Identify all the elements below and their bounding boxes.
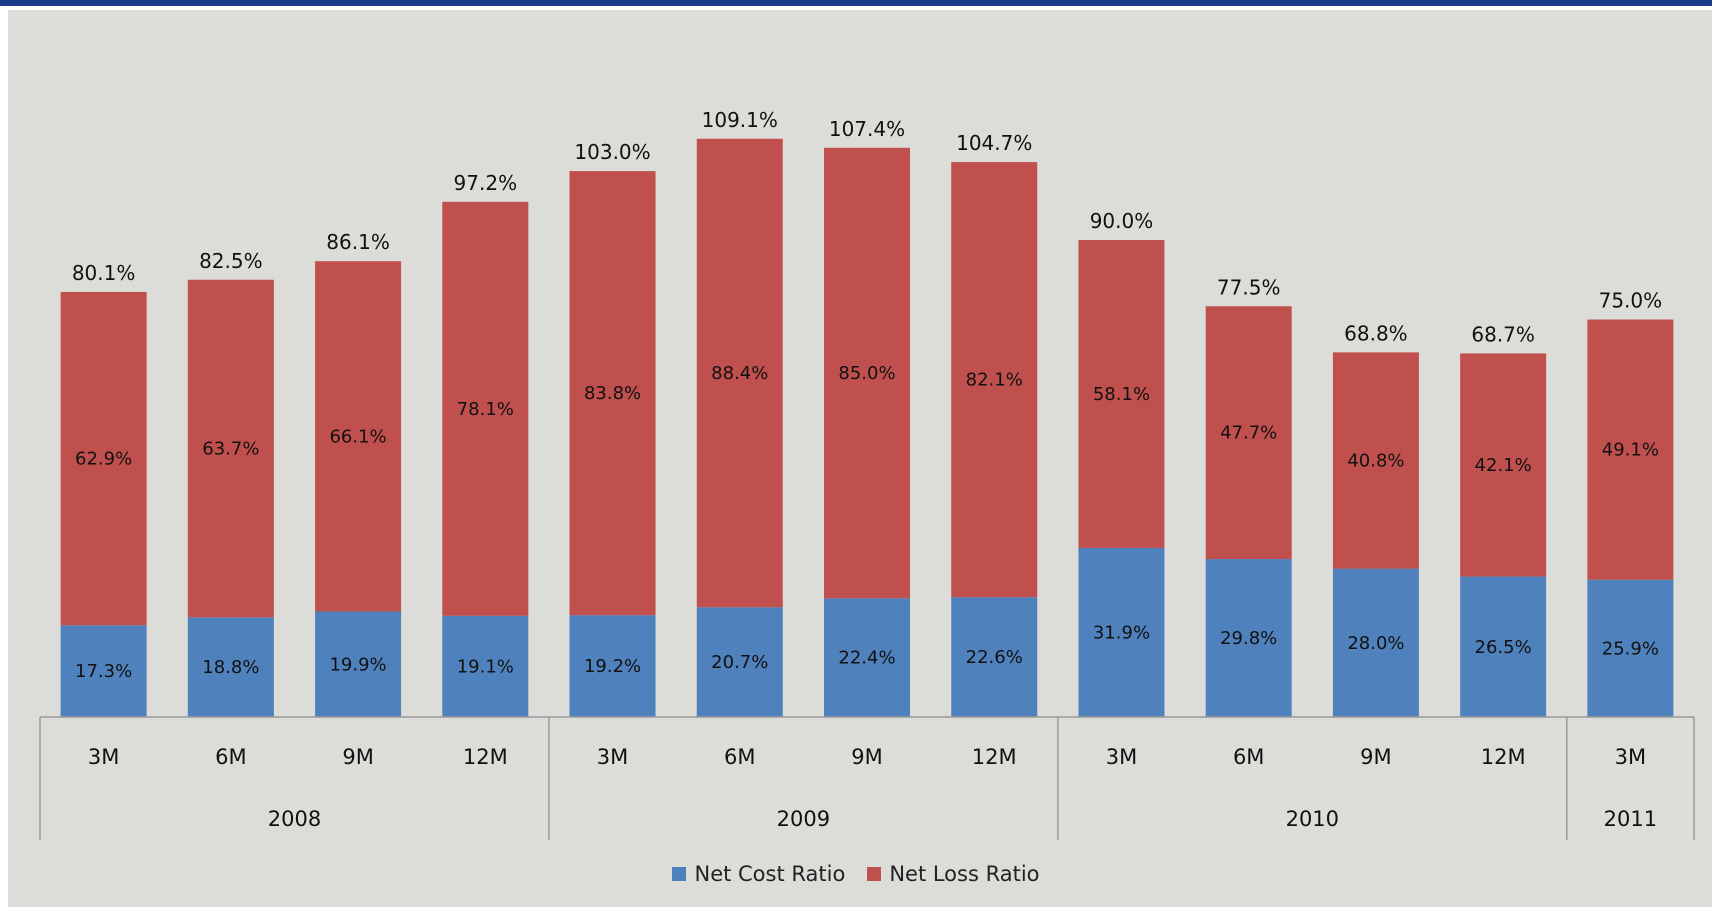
chart-legend: Net Cost Ratio Net Loss Ratio	[0, 862, 1712, 886]
x-tick-label: 6M	[1233, 745, 1264, 769]
x-group-label: 2011	[1604, 807, 1657, 831]
bar-net-loss	[569, 171, 656, 616]
bar-net-cost	[1587, 579, 1674, 717]
x-tick-label: 12M	[463, 745, 508, 769]
x-tick-label: 3M	[1106, 745, 1137, 769]
legend-swatch-net-cost	[672, 867, 687, 881]
x-tick-label: 6M	[215, 745, 246, 769]
total-label: 82.5%	[199, 249, 263, 273]
data-label-net-loss: 62.9%	[75, 449, 132, 470]
bar-net-loss	[1587, 319, 1674, 580]
total-label: 103.0%	[574, 140, 650, 164]
data-label-net-loss: 78.1%	[457, 399, 514, 420]
data-label-net-loss: 58.1%	[1093, 384, 1150, 405]
bar-net-cost	[315, 611, 402, 717]
x-tick-label: 9M	[342, 745, 373, 769]
bar-net-cost	[187, 617, 274, 717]
total-label: 80.1%	[72, 261, 136, 285]
data-label-net-loss: 40.8%	[1347, 450, 1404, 471]
bar-net-cost	[1460, 576, 1547, 717]
legend-label-net-loss: Net Loss Ratio	[889, 862, 1040, 886]
data-label-net-cost: 25.9%	[1602, 638, 1659, 659]
total-label: 97.2%	[454, 171, 518, 195]
bar-net-cost	[824, 598, 910, 717]
data-label-net-cost: 19.9%	[329, 654, 386, 675]
x-tick-label: 12M	[972, 745, 1017, 769]
x-tick-label: 9M	[851, 745, 882, 769]
legend-item-net-loss: Net Loss Ratio	[867, 862, 1040, 886]
x-tick-label: 3M	[88, 745, 119, 769]
bar-net-cost	[442, 615, 529, 717]
data-label-net-loss: 42.1%	[1475, 455, 1532, 476]
x-group-label: 2008	[268, 807, 321, 831]
bar-net-cost	[1205, 559, 1292, 717]
bar-net-loss	[696, 138, 783, 608]
data-label-net-cost: 22.6%	[966, 647, 1023, 668]
data-label-net-cost: 19.1%	[457, 656, 514, 677]
data-label-net-loss: 82.1%	[966, 370, 1023, 391]
bar-net-loss	[951, 162, 1038, 598]
bar-net-loss	[187, 279, 274, 618]
legend-item-net-cost: Net Cost Ratio	[672, 862, 845, 886]
data-label-net-cost: 28.0%	[1347, 633, 1404, 654]
data-label-net-loss: 63.7%	[202, 439, 259, 460]
bar-net-cost	[1332, 568, 1419, 717]
legend-swatch-net-loss	[867, 867, 882, 881]
data-label-net-cost: 31.9%	[1093, 622, 1150, 643]
x-group-label: 2009	[777, 807, 830, 831]
total-label: 109.1%	[702, 108, 778, 132]
total-label: 86.1%	[326, 230, 390, 254]
total-label: 68.7%	[1471, 322, 1535, 346]
bar-net-cost	[1078, 547, 1165, 717]
data-label-net-cost: 19.2%	[584, 656, 641, 677]
data-label-net-cost: 20.7%	[711, 652, 768, 673]
bar-net-loss	[60, 291, 147, 626]
total-label: 107.4%	[829, 117, 905, 141]
data-label-net-cost: 17.3%	[75, 661, 132, 682]
data-label-net-loss: 83.8%	[584, 383, 641, 404]
bar-net-loss	[1205, 306, 1292, 560]
x-tick-label: 12M	[1481, 745, 1526, 769]
data-label-net-loss: 49.1%	[1602, 440, 1659, 461]
bar-net-loss	[1078, 240, 1165, 548]
bar-net-cost	[696, 607, 783, 717]
bar-net-cost	[60, 625, 147, 717]
x-tick-label: 3M	[1615, 745, 1646, 769]
data-label-net-cost: 22.4%	[838, 648, 895, 669]
data-label-net-loss: 85.0%	[838, 363, 895, 384]
bar-net-loss	[1460, 353, 1547, 577]
x-tick-label: 6M	[724, 745, 755, 769]
top-accent-bar	[0, 0, 1712, 6]
x-tick-label: 3M	[597, 745, 628, 769]
data-label-net-loss: 88.4%	[711, 363, 768, 384]
bar-net-cost	[951, 597, 1038, 717]
total-label: 75.0%	[1599, 289, 1663, 313]
x-group-label: 2010	[1286, 807, 1339, 831]
bar-net-loss	[442, 201, 529, 616]
data-label-net-cost: 26.5%	[1475, 637, 1532, 658]
total-label: 104.7%	[956, 131, 1032, 155]
total-label: 68.8%	[1344, 321, 1408, 345]
x-tick-label: 9M	[1360, 745, 1391, 769]
total-label: 90.0%	[1090, 209, 1154, 233]
data-label-net-loss: 47.7%	[1220, 423, 1277, 444]
data-label-net-cost: 18.8%	[202, 657, 259, 678]
data-label-net-cost: 29.8%	[1220, 628, 1277, 649]
total-label: 77.5%	[1217, 275, 1281, 299]
bar-net-loss	[1332, 352, 1419, 569]
bar-net-loss	[315, 261, 402, 612]
bar-net-loss	[824, 147, 910, 599]
bar-net-cost	[569, 615, 656, 717]
legend-label-net-cost: Net Cost Ratio	[694, 862, 846, 886]
data-label-net-loss: 66.1%	[329, 426, 386, 447]
